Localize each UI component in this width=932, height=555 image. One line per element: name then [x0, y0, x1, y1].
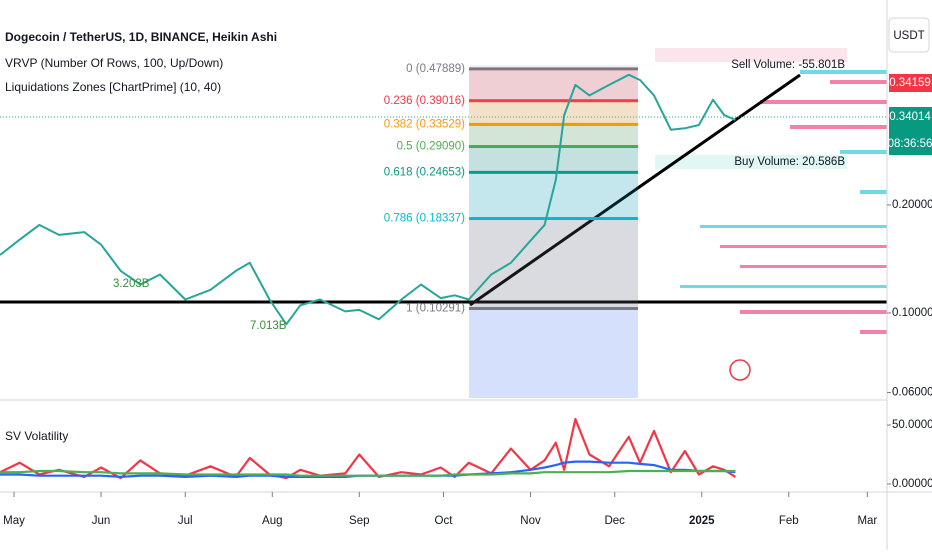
- fib-label: 0.5 (0.29090): [397, 141, 466, 153]
- fib-label: 0.382 (0.33529): [384, 118, 465, 130]
- x-tick-label: Aug: [262, 515, 282, 527]
- indicator: VRVP (Number Of Rows, 100, Up/Down): [5, 56, 223, 70]
- y-tick-label: 0.20000: [892, 199, 932, 211]
- event-icon: [729, 359, 751, 381]
- sell-volume-bg: [655, 48, 847, 62]
- series-line: [0, 418, 736, 480]
- annotation: 7.013B: [250, 320, 287, 332]
- fib-zone: [469, 68, 638, 101]
- fib-label: 0.236 (0.39016): [384, 95, 465, 107]
- range-box: [469, 308, 638, 398]
- price-label: 0.34159: [889, 77, 931, 89]
- buy-volume: Buy Volume: 20.586B: [734, 156, 845, 168]
- fib-label: 0.786 (0.18337): [384, 212, 465, 224]
- currency[interactable]: USDT: [893, 30, 924, 42]
- trend-line: [469, 73, 801, 307]
- fib-label: 0.618 (0.24653): [384, 166, 465, 178]
- price-box: [889, 107, 932, 155]
- fib-zone: [469, 124, 638, 147]
- series-line: [0, 73, 736, 326]
- x-tick-label: Jun: [92, 515, 111, 527]
- symbol: Dogecoin / TetherUS, 1D, BINANCE, Heikin…: [5, 30, 277, 44]
- x-tick-label: Oct: [435, 515, 454, 527]
- x-tick-label: 2025: [689, 515, 715, 527]
- annotation: 3.203B: [113, 278, 150, 290]
- sell-volume: Sell Volume: -55.801B: [731, 59, 845, 71]
- fib-label: 0 (0.47889): [406, 63, 465, 75]
- fib-zone: [469, 100, 638, 125]
- countdown: 08:36:56: [888, 138, 932, 150]
- fib-zone: [469, 172, 638, 219]
- fib-zone: [469, 146, 638, 173]
- currency-button[interactable]: [888, 17, 930, 53]
- y-tick-label: 50.00000: [892, 419, 932, 431]
- y-tick-label: 0.10000: [892, 307, 932, 319]
- price-label: 0.34014: [889, 111, 931, 123]
- price-box: [889, 74, 932, 92]
- x-tick-label: Jul: [178, 515, 193, 527]
- indicator: Liquidations Zones [ChartPrime] (10, 40): [5, 80, 221, 94]
- series-line: [0, 469, 736, 477]
- x-tick-label: May: [3, 515, 25, 527]
- x-tick-label: Feb: [779, 515, 799, 527]
- buy-volume-bg: [655, 155, 847, 169]
- pane-title: SV Volatility: [5, 429, 68, 443]
- y-tick-label: 0.06000: [892, 387, 932, 399]
- fib-label: 1 (0.10291): [406, 303, 465, 315]
- y-tick-label: 0.00000: [892, 478, 932, 490]
- x-tick-label: Mar: [857, 515, 877, 527]
- fib-zone: [469, 218, 638, 309]
- x-tick-label: Nov: [520, 515, 541, 527]
- x-tick-label: Sep: [349, 515, 369, 527]
- x-tick-label: Dec: [604, 515, 625, 527]
- volume-profile: [680, 70, 887, 334]
